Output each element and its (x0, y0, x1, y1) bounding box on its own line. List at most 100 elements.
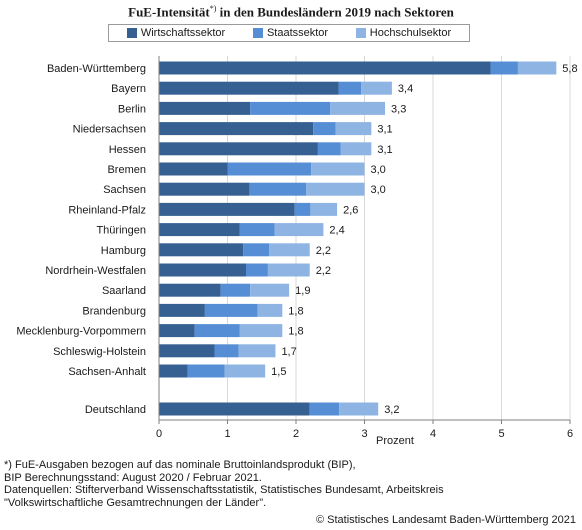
bar-niedersachsen-staatssektor (313, 122, 336, 136)
x-axis: 0 1 2 3 4 5 6 (156, 56, 573, 440)
category-labels: Baden-Württemberg Bayern Berlin Niedersachs… (16, 63, 146, 416)
bar-baden-wurttemberg-hochschulsektor (517, 61, 557, 75)
bar-mecklenburg-vorpommern-hochschulsektor (239, 324, 283, 338)
bar-hamburg-wirtschaftssektor (159, 243, 244, 257)
value-label-bremen: 3,0 (371, 164, 386, 176)
category-label-sachsen-anhalt: Sachsen-Anhalt (68, 366, 146, 378)
bar-schleswig-holstein-wirtschaftssektor (159, 344, 215, 358)
category-label-brandenburg: Brandenburg (82, 305, 146, 317)
bar-berlin-staatssektor (250, 101, 331, 115)
x-tick-label-4: 4 (430, 428, 436, 440)
bar-rheinland-pfalz-wirtschaftssektor (159, 202, 295, 216)
bar-berlin-hochschulsektor (330, 101, 386, 115)
bar-sachsen-staatssektor (249, 182, 307, 196)
bar-bayern-hochschulsektor (361, 81, 392, 95)
bar-nordrhein-westfalen-hochschulsektor (267, 263, 310, 277)
bar-mecklenburg-vorpommern-wirtschaftssektor (159, 324, 195, 338)
value-label-niedersachsen: 3,1 (377, 124, 392, 136)
x-axis-label: Prozent (376, 435, 414, 447)
category-label-nordrhein-westfalen: Nordrhein-Westfalen (45, 265, 146, 277)
chart-gridlines (227, 56, 571, 420)
legend-swatch-wirtschaftssektor (126, 28, 137, 38)
bar-thuringen-staatssektor (239, 223, 275, 237)
bar-bremen-hochschulsektor (311, 162, 365, 176)
x-tick-label-1: 1 (224, 428, 230, 440)
chart-title-footnote-mark: *) (209, 4, 217, 13)
x-tick-label-6: 6 (567, 428, 573, 440)
bar-hamburg-staatssektor (243, 243, 270, 257)
value-label-nordrhein-westfalen: 2,2 (316, 265, 331, 277)
bar-bremen-wirtschaftssektor (159, 162, 228, 176)
chart-title: FuE-Intensität*) in den Bundesländern 20… (0, 4, 582, 20)
category-label-schleswig-holstein: Schleswig-Holstein (53, 346, 146, 358)
legend-label-hochschulsektor: Hochschulsektor (369, 27, 452, 39)
bar-bremen-staatssektor (227, 162, 312, 176)
value-label-deutschland: 3,2 (384, 404, 399, 416)
value-label-hamburg: 2,2 (316, 245, 331, 257)
x-tick-label-2: 2 (293, 428, 299, 440)
copyright: © Statistisches Landesamt Baden-Württemb… (315, 514, 576, 526)
bar-rheinland-pfalz-staatssektor (294, 202, 311, 216)
value-label-saarland: 1,9 (295, 285, 310, 297)
bar-berlin-wirtschaftssektor (159, 101, 251, 115)
x-tick-label-0: 0 (156, 428, 162, 440)
value-label-baden-wurttemberg: 5,8 (562, 63, 577, 75)
value-label-bayern: 3,4 (398, 83, 413, 95)
bar-deutschland-staatssektor (309, 402, 340, 416)
category-label-mecklenburg-vorpommern: Mecklenburg-Vorpommern (16, 326, 146, 338)
bar-deutschland-wirtschaftssektor (159, 402, 310, 416)
bar-sachsen-wirtschaftssektor (159, 182, 250, 196)
bar-schleswig-holstein-hochschulsektor (238, 344, 276, 358)
category-label-saarland: Saarland (102, 285, 146, 297)
category-label-rheinland-pfalz: Rheinland-Pfalz (68, 204, 146, 216)
bar-sachsen-anhalt-staatssektor (187, 364, 225, 378)
legend-label-wirtschaftssektor: Wirtschaftssektor (140, 27, 226, 39)
bar-rheinland-pfalz-hochschulsektor (310, 202, 338, 216)
value-label-mecklenburg-vorpommern: 1,8 (288, 326, 303, 338)
category-label-berlin: Berlin (118, 103, 146, 115)
bar-hessen-wirtschaftssektor (159, 142, 318, 156)
legend-item-hochschulsektor: Hochschulsektor (355, 27, 452, 39)
value-label-thuringen: 2,4 (329, 225, 344, 237)
bar-sachsen-hochschulsektor (306, 182, 365, 196)
category-label-bremen: Bremen (107, 164, 146, 176)
bar-schleswig-holstein-staatssektor (214, 344, 239, 358)
bar-hamburg-hochschulsektor (269, 243, 310, 257)
legend-item-wirtschaftssektor: Wirtschaftssektor (126, 27, 226, 39)
bar-brandenburg-hochschulsektor (257, 303, 283, 317)
bar-baden-wurttemberg-wirtschaftssektor (159, 61, 491, 75)
category-label-sachsen: Sachsen (103, 184, 146, 196)
bar-bayern-wirtschaftssektor (159, 81, 339, 95)
category-label-deutschland: Deutschland (85, 404, 146, 416)
bar-hessen-hochschulsektor (340, 142, 372, 156)
bar-thuringen-wirtschaftssektor (159, 223, 240, 237)
category-label-baden-wurttemberg: Baden-Württemberg (47, 63, 146, 75)
value-label-hessen: 3,1 (377, 144, 392, 156)
bar-bayern-staatssektor (338, 81, 362, 95)
chart-legend: Wirtschaftssektor Staatssektor Hochschul… (108, 24, 470, 42)
category-label-niedersachsen: Niedersachsen (73, 124, 146, 136)
bar-mecklenburg-vorpommern-staatssektor (194, 324, 240, 338)
category-label-thuringen: Thüringen (96, 225, 146, 237)
chart-bars (159, 61, 557, 416)
chart-title-rest: in den Bundesländern 2019 nach Sektoren (216, 4, 454, 20)
bar-saarland-wirtschaftssektor (159, 283, 221, 297)
bar-sachsen-anhalt-hochschulsektor (224, 364, 266, 378)
category-label-hessen: Hessen (109, 144, 146, 156)
bar-brandenburg-staatssektor (204, 303, 258, 317)
bar-baden-wurttemberg-staatssektor (490, 61, 518, 75)
category-label-hamburg: Hamburg (101, 245, 146, 257)
legend-swatch-hochschulsektor (355, 28, 366, 38)
value-label-brandenburg: 1,8 (288, 305, 303, 317)
bar-nordrhein-westfalen-wirtschaftssektor (159, 263, 246, 277)
legend-label-staatssektor: Staatssektor (266, 27, 329, 39)
bar-saarland-hochschulsektor (250, 283, 290, 297)
bar-brandenburg-wirtschaftssektor (159, 303, 205, 317)
bar-hessen-staatssektor (317, 142, 341, 156)
bar-saarland-staatssektor (220, 283, 251, 297)
bar-sachsen-anhalt-wirtschaftssektor (159, 364, 188, 378)
value-label-sachsen: 3,0 (371, 184, 386, 196)
category-label-bayern: Bayern (111, 83, 146, 95)
value-label-rheinland-pfalz: 2,6 (343, 204, 358, 216)
